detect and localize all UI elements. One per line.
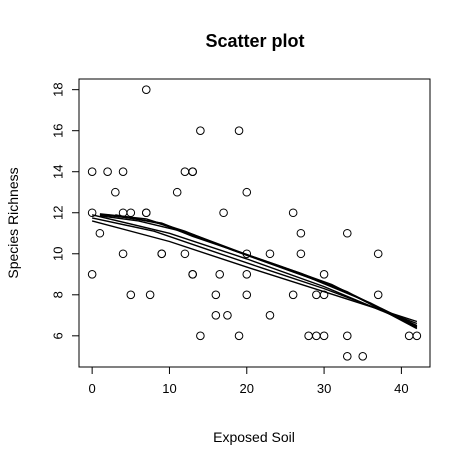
data-point bbox=[87, 208, 97, 218]
data-point bbox=[265, 249, 275, 259]
x-tick-label: 40 bbox=[394, 381, 408, 396]
fit-line bbox=[99, 215, 418, 329]
x-tick-label: 20 bbox=[240, 381, 254, 396]
data-point bbox=[141, 85, 151, 94]
data-point bbox=[358, 352, 368, 361]
x-tick-label: 10 bbox=[162, 381, 176, 396]
data-point bbox=[196, 126, 205, 135]
data-points bbox=[87, 85, 422, 361]
data-point bbox=[211, 311, 221, 320]
data-point bbox=[188, 269, 197, 279]
y-tick-label: 18 bbox=[50, 82, 65, 96]
data-point bbox=[234, 126, 244, 135]
data-point bbox=[234, 331, 244, 341]
y-axis-label: Species Richness bbox=[5, 167, 21, 278]
fit-line bbox=[99, 213, 418, 328]
data-point bbox=[211, 290, 221, 300]
fit-line bbox=[91, 214, 418, 327]
data-point bbox=[118, 249, 128, 259]
x-axis: 0 10 20 30 40 bbox=[89, 367, 409, 396]
data-point bbox=[296, 228, 306, 238]
fit-lines bbox=[91, 213, 418, 330]
data-point bbox=[373, 249, 383, 259]
data-point bbox=[288, 290, 298, 300]
data-point bbox=[404, 331, 414, 341]
fit-line bbox=[91, 220, 418, 323]
data-point bbox=[373, 290, 383, 300]
data-point bbox=[215, 269, 225, 279]
data-point bbox=[103, 167, 112, 177]
data-point bbox=[180, 167, 190, 177]
data-point bbox=[265, 311, 275, 320]
data-point bbox=[342, 352, 352, 361]
fit-line bbox=[115, 214, 418, 327]
y-axis: 6 8 10 12 14 16 18 bbox=[50, 82, 79, 339]
data-point bbox=[111, 187, 120, 197]
data-point bbox=[304, 331, 313, 341]
data-point bbox=[118, 167, 128, 177]
data-point bbox=[242, 269, 252, 279]
data-point bbox=[141, 208, 151, 218]
data-point bbox=[126, 290, 136, 300]
data-point bbox=[196, 331, 205, 341]
y-tick-label: 14 bbox=[50, 164, 65, 178]
data-point bbox=[87, 167, 97, 177]
fit-line bbox=[99, 214, 418, 330]
data-point bbox=[412, 331, 422, 341]
data-point bbox=[95, 228, 105, 238]
data-point bbox=[223, 311, 232, 320]
data-point bbox=[319, 269, 329, 279]
data-point bbox=[145, 290, 155, 300]
data-point bbox=[312, 290, 321, 300]
data-point bbox=[180, 249, 190, 259]
y-tick-label: 10 bbox=[50, 247, 65, 261]
data-point bbox=[172, 187, 182, 197]
y-tick-label: 16 bbox=[50, 123, 65, 137]
fit-line bbox=[91, 217, 418, 325]
data-point bbox=[242, 249, 252, 259]
data-point bbox=[312, 331, 321, 341]
data-point bbox=[319, 290, 329, 300]
data-point bbox=[219, 208, 228, 218]
y-tick-label: 12 bbox=[50, 206, 65, 220]
x-axis-label: Exposed Soil bbox=[213, 429, 295, 445]
data-point bbox=[87, 269, 97, 279]
data-point bbox=[242, 187, 252, 197]
data-point bbox=[342, 331, 352, 341]
data-point bbox=[342, 228, 352, 238]
x-tick-label: 0 bbox=[89, 381, 96, 396]
data-point bbox=[242, 290, 252, 300]
data-point bbox=[319, 331, 329, 341]
chart-title: Scatter plot bbox=[205, 31, 304, 51]
data-point bbox=[118, 208, 128, 218]
x-tick-label: 30 bbox=[317, 381, 331, 396]
data-point bbox=[288, 208, 298, 218]
y-tick-label: 8 bbox=[50, 291, 65, 298]
plot-frame bbox=[78, 78, 431, 368]
data-point bbox=[157, 249, 167, 259]
data-point bbox=[188, 167, 197, 177]
data-point bbox=[296, 249, 306, 259]
y-tick-label: 6 bbox=[50, 332, 65, 339]
data-point bbox=[126, 208, 136, 218]
